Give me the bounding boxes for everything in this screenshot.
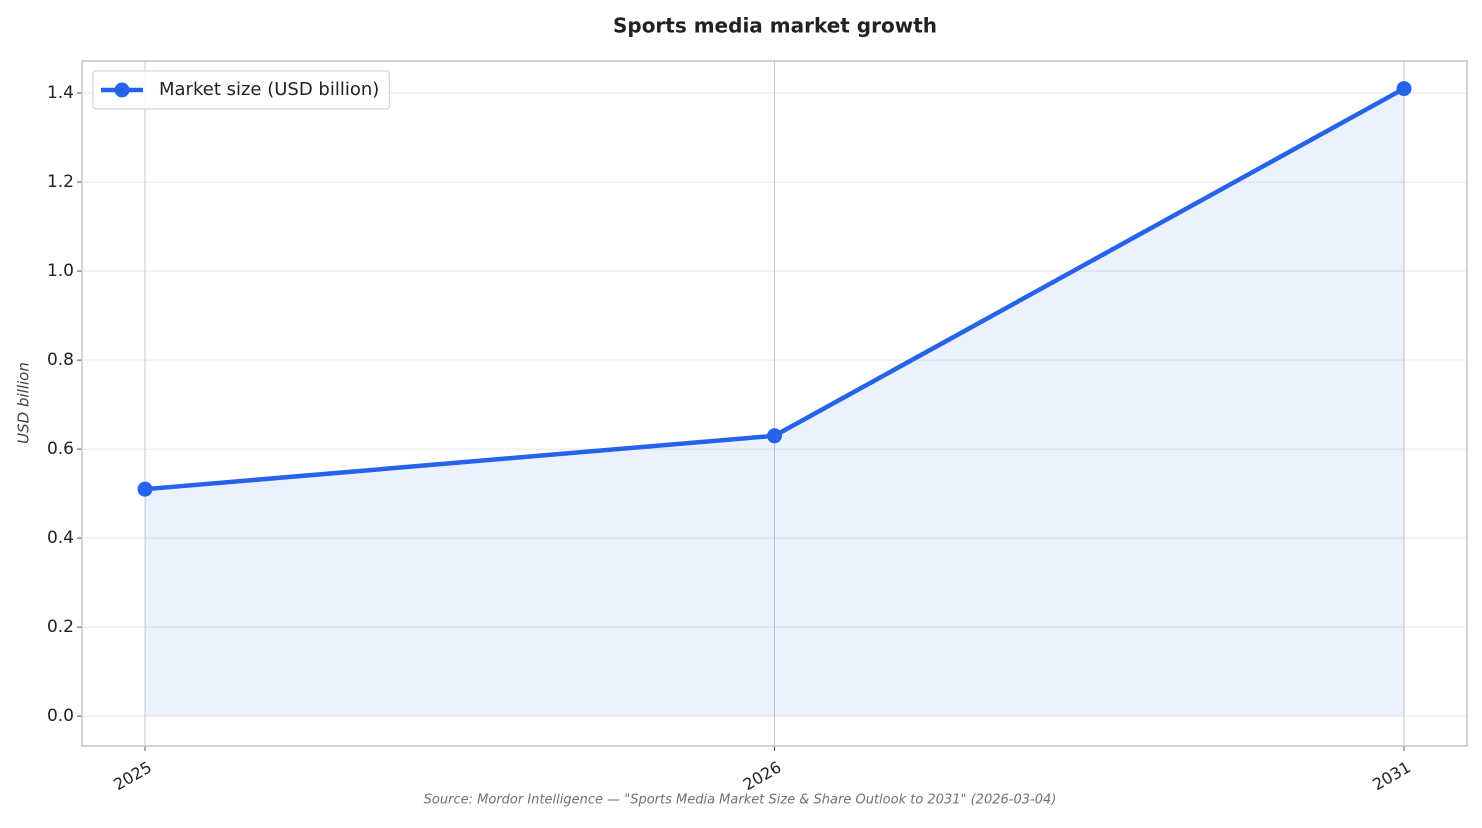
point xyxy=(767,428,782,444)
y-tick-label: 1.2 xyxy=(47,172,74,192)
y-tick-label: 0.4 xyxy=(47,528,74,548)
y-tick-label: 0.6 xyxy=(47,439,74,459)
area xyxy=(145,88,1404,717)
y-tick-label: 1.0 xyxy=(47,261,74,281)
y-tick-label: 0.2 xyxy=(47,617,74,637)
chart-title: Sports media market growth xyxy=(613,14,937,38)
y-axis-label: USD billion xyxy=(15,362,33,444)
point xyxy=(1396,81,1412,97)
y-tick-label: 0.8 xyxy=(47,350,74,370)
plot-frame xyxy=(81,60,1468,747)
y-tick-label: 0.0 xyxy=(47,706,74,726)
legend-marker xyxy=(114,82,130,98)
legend-label: Market size (USD billion) xyxy=(159,79,379,100)
legend-box xyxy=(92,70,390,110)
source-note: Source: Mordor Intelligence — "Sports Me… xyxy=(424,793,1057,808)
y-tick-label: 1.4 xyxy=(47,83,74,103)
point xyxy=(137,481,153,497)
